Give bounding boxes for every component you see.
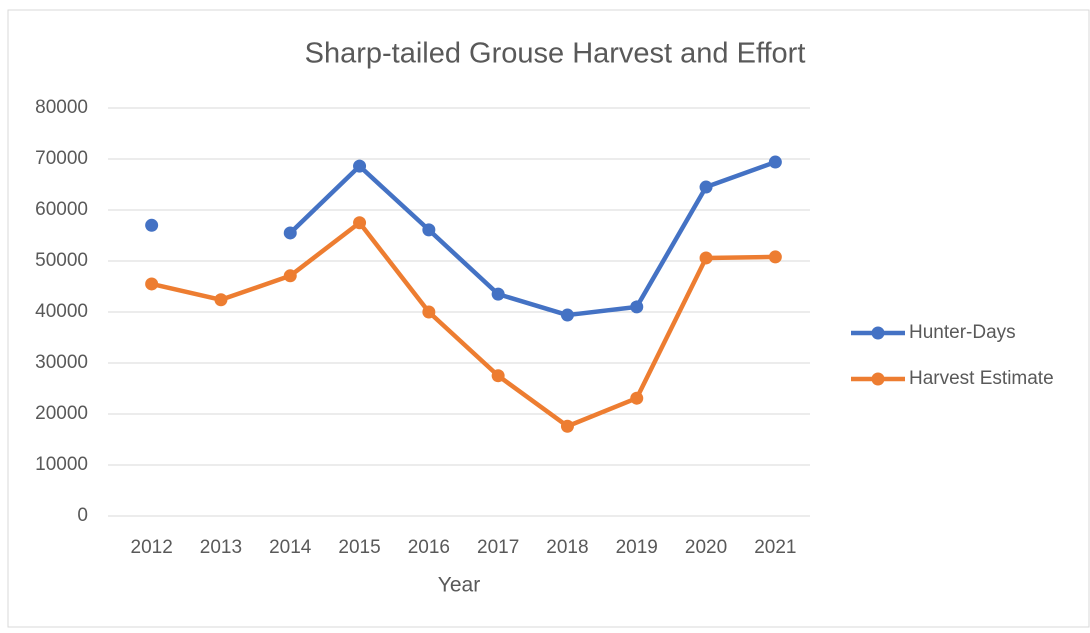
x-tick-label: 2017 — [477, 537, 519, 558]
x-tick-label: 2021 — [754, 537, 796, 558]
x-tick-label: 2013 — [200, 537, 242, 558]
x-tick-label: 2014 — [269, 537, 312, 558]
legend-label: Harvest Estimate — [909, 368, 1054, 389]
data-point — [214, 293, 228, 307]
x-tick-label: 2016 — [408, 537, 450, 558]
data-point — [768, 250, 782, 264]
x-tick-label: 2018 — [546, 537, 588, 558]
legend-marker — [871, 326, 885, 340]
data-point — [422, 223, 436, 237]
x-axis-title: Year — [438, 574, 480, 597]
x-tick-label: 2015 — [338, 537, 380, 558]
y-tick-label: 80000 — [35, 97, 88, 118]
y-tick-label: 70000 — [35, 148, 88, 169]
data-point — [768, 155, 782, 169]
data-point — [699, 180, 713, 194]
chart-frame — [7, 9, 1090, 628]
y-tick-label: 50000 — [35, 250, 88, 271]
x-tick-label: 2019 — [616, 537, 658, 558]
x-tick-label: 2012 — [131, 537, 173, 558]
y-tick-label: 40000 — [35, 301, 88, 322]
data-point — [491, 369, 505, 383]
data-point — [491, 287, 505, 301]
y-tick-label: 0 — [77, 505, 88, 526]
data-point — [630, 391, 644, 405]
legend-marker — [871, 372, 885, 386]
data-point — [283, 226, 297, 240]
chart-title: Sharp-tailed Grouse Harvest and Effort — [305, 38, 806, 70]
x-tick-label: 2020 — [685, 537, 727, 558]
data-point — [422, 305, 436, 319]
data-point — [145, 277, 159, 291]
data-point — [699, 251, 713, 265]
data-point — [630, 300, 644, 314]
legend-label: Hunter-Days — [909, 322, 1016, 343]
data-point — [353, 216, 367, 230]
series-line — [288, 159, 777, 318]
data-point — [560, 308, 574, 322]
y-tick-label: 10000 — [35, 454, 88, 475]
y-tick-label: 30000 — [35, 352, 88, 373]
y-tick-label: 20000 — [35, 403, 88, 424]
data-point — [283, 269, 297, 283]
y-tick-label: 60000 — [35, 199, 88, 220]
data-point — [145, 218, 159, 232]
data-point — [560, 419, 574, 433]
series-line — [151, 220, 776, 429]
data-point — [353, 159, 367, 173]
